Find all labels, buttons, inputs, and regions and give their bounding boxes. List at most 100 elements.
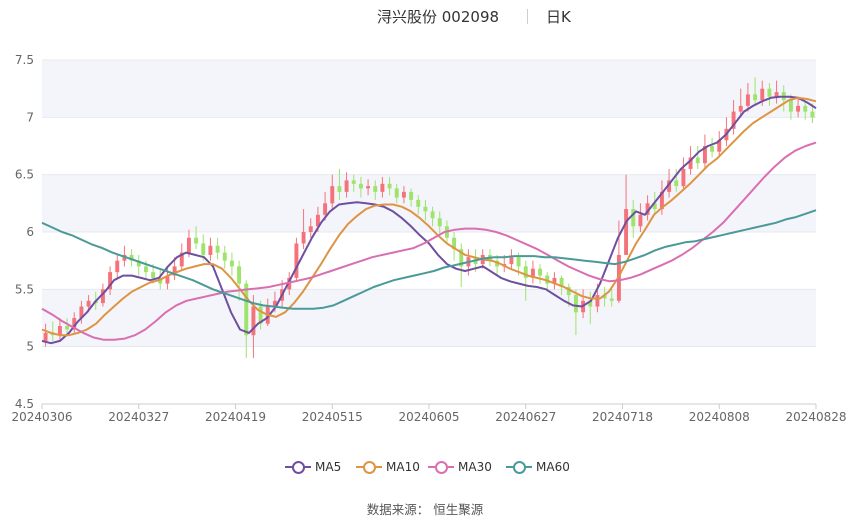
background-band <box>42 289 816 347</box>
candlestick-plot: 4.5 5 5.5 6 6.5 7 7.5 20240306 20240327 20240419… <box>11 53 846 424</box>
candle-body <box>688 157 693 169</box>
candle-body <box>387 183 392 189</box>
candle-body <box>186 237 191 253</box>
candle-up <box>115 254 120 278</box>
candle-body <box>538 268 543 276</box>
candle-down <box>695 146 700 169</box>
candle-body <box>165 275 170 284</box>
candle-body <box>652 203 657 210</box>
candle-up <box>624 174 629 255</box>
candle-up <box>344 172 349 198</box>
candle-down <box>358 176 363 198</box>
candle-body <box>803 105 808 112</box>
candle-up <box>308 218 313 238</box>
candle-body <box>523 266 528 278</box>
candle-body <box>573 295 578 313</box>
candle-body <box>530 268 535 278</box>
x-tick-label: 20240808 <box>689 410 750 424</box>
background-band <box>42 60 816 118</box>
candle-down <box>437 211 442 235</box>
candle-body <box>631 209 636 227</box>
legend-item-ma60[interactable]: MA60 <box>506 458 570 476</box>
candle-down <box>609 289 614 307</box>
candle-body <box>337 186 342 192</box>
background-bands <box>42 60 816 347</box>
ma-line-ma10 <box>41 96 817 337</box>
candle-body <box>702 146 707 164</box>
candle-body <box>351 180 356 184</box>
candle-body <box>79 306 84 318</box>
candle-body <box>602 295 607 299</box>
candle-down <box>452 232 457 261</box>
candle-body <box>788 100 793 112</box>
candle-up <box>108 266 113 296</box>
candle-body <box>552 277 557 284</box>
candle-down <box>423 199 428 221</box>
candle-body <box>208 245 213 255</box>
x-tick-label: 20240419 <box>205 410 266 424</box>
candle-down <box>394 183 399 204</box>
candle-body <box>681 168 686 187</box>
candle-body <box>753 94 758 101</box>
candle-body <box>624 209 629 255</box>
candle-down <box>573 289 578 336</box>
candle-body <box>409 191 414 200</box>
title-period: 日K <box>546 8 571 26</box>
candle-body <box>344 180 349 192</box>
candle-up <box>702 134 707 169</box>
candle-body <box>151 272 156 278</box>
x-tick-label: 20240327 <box>108 410 169 424</box>
candle-down <box>674 168 679 192</box>
candle-body <box>710 146 715 152</box>
candle-up <box>530 260 535 284</box>
candle-body <box>452 237 457 250</box>
candle-body <box>416 199 421 207</box>
candle-down <box>65 318 70 336</box>
candle-body <box>358 183 363 189</box>
candle-body <box>638 214 643 227</box>
y-tick-label: 6.5 <box>15 168 34 182</box>
legend-item-ma30[interactable]: MA30 <box>428 458 492 476</box>
candle-up <box>72 312 77 333</box>
candle-body <box>767 88 772 97</box>
gridlines <box>42 59 816 405</box>
candle-up <box>681 157 686 189</box>
x-tick-label: 20240605 <box>398 410 459 424</box>
candle-body <box>731 111 736 129</box>
candle-body <box>810 111 815 118</box>
legend-item-ma5[interactable]: MA5 <box>285 458 341 476</box>
y-tick-label: 5.5 <box>15 282 34 296</box>
candle-up <box>717 131 722 158</box>
candle-body <box>308 226 313 232</box>
ma-line-ma30 <box>41 141 817 341</box>
legend-marker-icon <box>285 460 311 474</box>
candle-up <box>509 249 514 269</box>
candle-up <box>330 174 335 210</box>
candle-body <box>509 257 514 265</box>
title-separator <box>527 9 528 24</box>
candle-up <box>738 88 743 118</box>
candle-down <box>194 226 199 250</box>
candle-down <box>215 237 220 260</box>
candle-down <box>387 176 392 196</box>
candle-body <box>244 283 249 336</box>
candle-down <box>237 260 242 301</box>
candle-body <box>667 180 672 192</box>
candle-body <box>674 180 679 187</box>
candle-up <box>645 195 650 221</box>
candle-body <box>760 88 765 101</box>
candle-body <box>516 257 521 267</box>
x-tick-label: 20240828 <box>785 410 846 424</box>
candle-up <box>731 100 736 135</box>
background-band <box>42 174 816 232</box>
x-tick-label: 20240306 <box>11 410 72 424</box>
legend-item-ma10[interactable]: MA10 <box>356 458 420 476</box>
candle-body <box>588 300 593 307</box>
title-stock-name: 浔兴股份 002098 <box>377 8 500 26</box>
legend-label: MA5 <box>315 460 342 474</box>
candle-down <box>409 188 414 207</box>
chart-title: 浔兴股份 002098 日K <box>0 6 850 28</box>
candle-body <box>251 306 256 336</box>
candle-up <box>301 209 306 250</box>
